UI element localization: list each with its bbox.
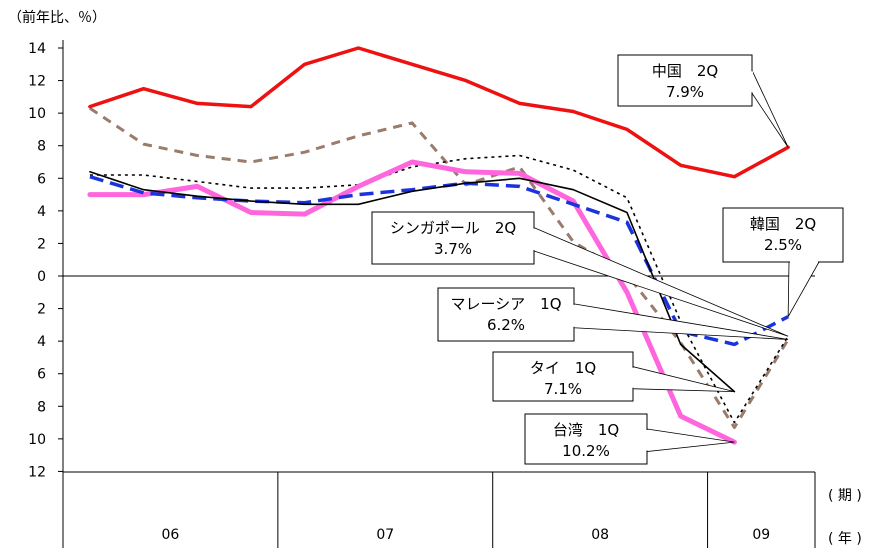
callout-pointer <box>573 303 789 340</box>
y-tick-label: 2 <box>37 302 46 318</box>
y-tick-label: 8 <box>37 139 46 155</box>
y-tick-label: 12 <box>28 464 46 480</box>
callout-中国: 中国 2Q 7.9% <box>617 54 789 148</box>
callout-label: 韓国 2Q <box>750 215 816 233</box>
callout-シンガポール: シンガポール 2Q 3.7% <box>371 211 789 337</box>
callout-label: 中国 2Q <box>652 62 718 80</box>
y-unit-label: （前年比、％） <box>8 9 106 26</box>
callout-value: 3.7% <box>434 240 472 258</box>
callout-pointer <box>751 70 789 148</box>
series-line-台湾 <box>87 159 737 445</box>
callout-pointer <box>787 261 820 317</box>
x-year-label: 08 <box>591 527 609 543</box>
callout-台湾: 台湾 1Q 10.2% <box>524 413 735 465</box>
y-tick-label: 4 <box>37 204 46 220</box>
x-year-label: 09 <box>752 527 770 543</box>
callout-label: マレーシア 1Q <box>450 295 561 313</box>
y-tick-label: 10 <box>28 432 46 448</box>
series-line-韓国 <box>89 175 789 347</box>
series-line-タイ <box>89 171 736 393</box>
callout-box <box>524 413 648 465</box>
callout-box <box>617 54 753 107</box>
series-line-中国 <box>88 46 790 179</box>
y-tick-label: 12 <box>28 74 46 90</box>
y-tick-label: 6 <box>37 171 46 187</box>
x-period-label: ( 期 ) <box>828 488 862 504</box>
callout-韓国: 韓国 2Q 2.5% <box>722 207 844 317</box>
y-tick-label: 6 <box>37 367 46 383</box>
callout-box <box>437 287 575 342</box>
callout-pointer <box>646 428 735 452</box>
x-axis: 06 07 08 09 ( 期 ) ( 年 ) <box>162 472 862 548</box>
axis-frame <box>62 40 816 548</box>
y-tick-label: 8 <box>37 399 46 415</box>
callout-label: シンガポール 2Q <box>390 219 516 237</box>
y-tick-label: 14 <box>28 41 46 57</box>
y-tick-label: 10 <box>28 106 46 122</box>
callout-label: タイ 1Q <box>530 359 596 377</box>
y-tick-label: 0 <box>37 269 46 285</box>
callout-box <box>722 207 844 263</box>
x-year-label: 06 <box>162 527 180 543</box>
callout-タイ: タイ 1Q 7.1% <box>492 351 735 402</box>
y-tick-label: 2 <box>37 236 46 252</box>
callout-value: 2.5% <box>764 236 802 254</box>
callout-value: 10.2% <box>562 442 610 460</box>
callout-value: 7.9% <box>666 83 704 101</box>
y-tick-label: 4 <box>37 334 46 350</box>
callout-value: 7.1% <box>544 380 582 398</box>
y-axis-ticks: 14 12 10 8 6 4 2 0 2 4 6 8 10 12 <box>28 41 63 480</box>
callout-value: 6.2% <box>487 316 525 334</box>
callout-label: 台湾 1Q <box>553 421 619 439</box>
callouts: 中国 2Q 7.9% 韓国 2Q 2.5% シンガポール 2Q 3.7% マレーシア 1Q 6… <box>371 54 844 465</box>
callout-マレーシア: マレーシア 1Q 6.2% <box>437 287 789 342</box>
x-year-unit-label: ( 年 ) <box>828 531 862 547</box>
x-year-label: 07 <box>376 527 394 543</box>
callout-box <box>492 351 634 402</box>
